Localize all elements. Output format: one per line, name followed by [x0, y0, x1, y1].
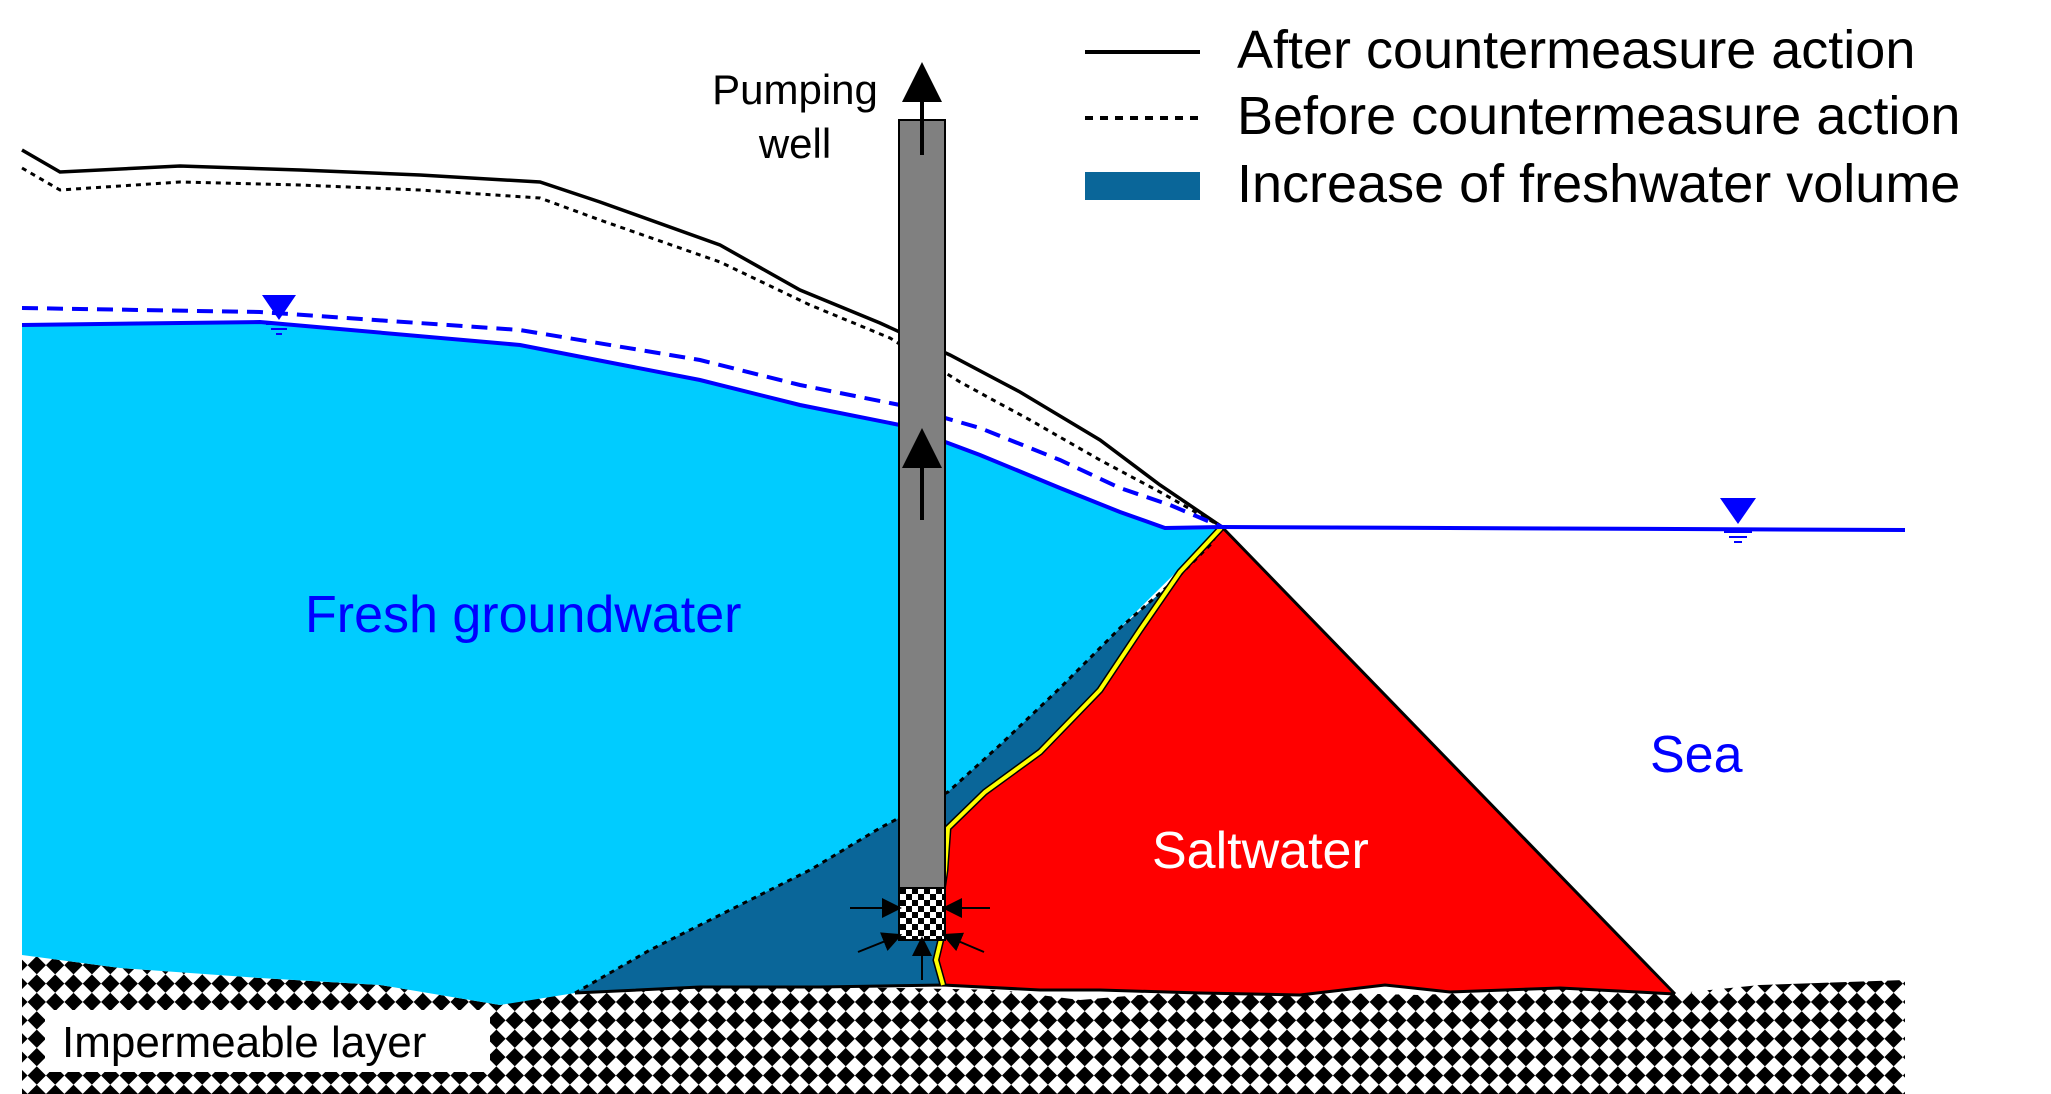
well-label-line1: Pumping	[712, 66, 878, 113]
sea-label: Sea	[1650, 726, 1743, 784]
legend-increase-label: Increase of freshwater volume	[1237, 154, 1960, 214]
saltwater-region	[936, 527, 1675, 995]
legend: After countermeasure action Before count…	[1085, 20, 1960, 214]
groundwater-level-symbol	[262, 295, 296, 335]
fresh-groundwater-label: Fresh groundwater	[305, 586, 741, 644]
well-label-line2: well	[758, 120, 831, 167]
legend-before-label: Before countermeasure action	[1237, 86, 1960, 146]
legend-increase-swatch	[1085, 172, 1200, 200]
impermeable-label-background	[45, 1010, 490, 1072]
well-screen	[898, 887, 946, 941]
aquifer-bottom-line	[574, 983, 1676, 997]
ground-surface-after	[21, 148, 1223, 529]
sea-slope-line	[1220, 525, 1677, 996]
sea-level-line	[1221, 525, 1906, 532]
legend-after-label: After countermeasure action	[1237, 20, 1915, 80]
saltwater-label: Saltwater	[1152, 822, 1369, 880]
screen-inflow-arrows	[850, 898, 990, 980]
sea-level-symbol	[1720, 498, 1756, 543]
ground-surface-before	[21, 166, 1223, 529]
impermeable-layer-label: Impermeable layer	[62, 1018, 426, 1067]
impermeable-layer	[22, 955, 1905, 1094]
